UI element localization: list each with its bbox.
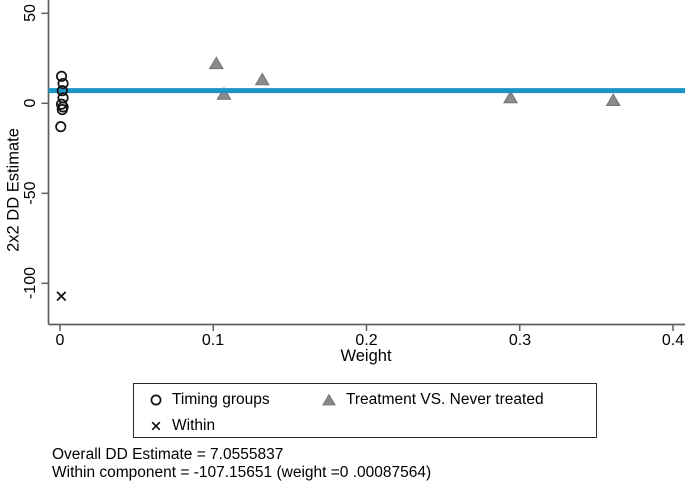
x-axis-title: Weight <box>340 347 392 365</box>
x-tick-label-0: 0 <box>55 332 65 349</box>
y-tick-label-n100: -100 <box>22 266 39 300</box>
y-tick-label-50: 50 <box>22 4 39 22</box>
footer-notes: Overall DD Estimate = 7.0555837 Within c… <box>52 446 431 481</box>
legend-label-within: Within <box>172 417 216 434</box>
legend-label-timing-groups: Timing groups <box>172 391 270 408</box>
x-tick-label-02: 0.2 <box>355 332 378 349</box>
legend-label-treatment-never: Treatment VS. Never treated <box>346 391 544 408</box>
legend-entry-within: Within <box>148 414 215 438</box>
x-marker-icon <box>151 421 161 431</box>
footer-overall-dd-estimate: Overall DD Estimate = 7.0555837 <box>52 446 284 463</box>
plot-canvas <box>41 0 685 331</box>
gray-triangle-icon <box>322 393 336 406</box>
legend-entry-treatment-never: Treatment VS. Never treated <box>320 388 544 412</box>
y-tick-label-n50: -50 <box>22 181 39 205</box>
y-tick-label-0: 0 <box>22 98 39 108</box>
legend: Timing groups Treatment VS. Never treate… <box>133 383 597 438</box>
footer-within-component: Within component = -107.15651 (weight =0… <box>52 463 432 481</box>
legend-entry-timing-groups: Timing groups <box>148 388 270 412</box>
x-tick-label-01: 0.1 <box>201 332 225 349</box>
y-axis-title: 2x2 DD Estimate <box>4 128 23 252</box>
x-tick-label-03: 0.3 <box>508 332 532 349</box>
hollow-circle-icon <box>150 394 162 406</box>
x-tick-label-04: 0.4 <box>661 332 685 349</box>
